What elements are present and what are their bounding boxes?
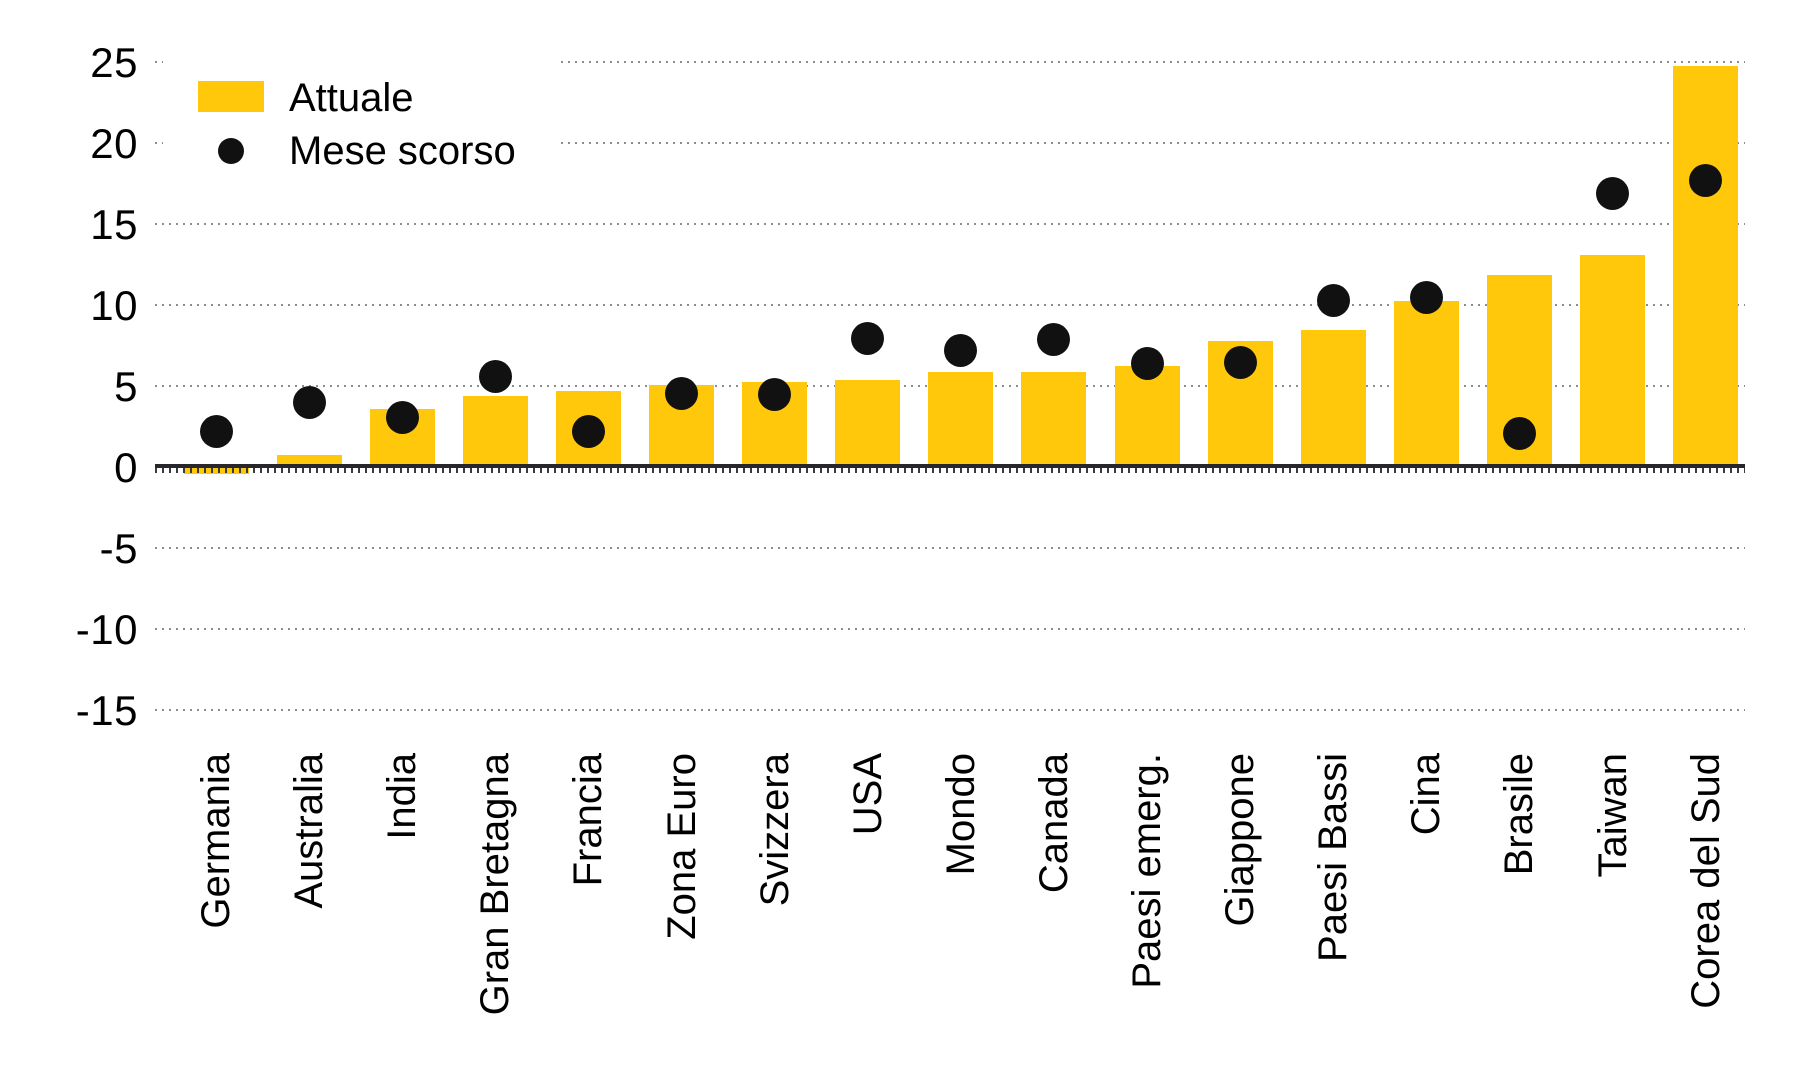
y-tick-label-15: 15: [90, 201, 138, 248]
bar-taiwan: [1580, 255, 1645, 466]
y-tick-label-5: 5: [114, 363, 138, 410]
dot-taiwan: [1596, 177, 1629, 211]
x-label-cina: Cina: [1404, 753, 1449, 836]
bar-gran-bretagna: [462, 396, 528, 466]
legend-swatch-attuale: [198, 81, 264, 112]
bar-corea-del-sud: [1673, 65, 1739, 466]
x-label-francia: Francia: [566, 753, 611, 887]
dot-canada: [1037, 323, 1071, 357]
x-label-corea-del-sud: Corea del Sud: [1683, 753, 1728, 1009]
dot-usa: [851, 321, 885, 355]
dot-brasile: [1502, 417, 1536, 451]
dot-cina: [1409, 281, 1443, 315]
x-label-giappone: Giappone: [1218, 753, 1263, 927]
dot-svizzera: [758, 378, 792, 412]
dot-india: [385, 400, 419, 434]
bar-usa: [835, 380, 901, 466]
y-tick-label--15: -15: [75, 687, 138, 734]
legend-dot-icon: [218, 138, 244, 164]
legend-label-mese-scorso: Mese scorso: [289, 129, 516, 173]
x-label-usa: USA: [845, 753, 890, 836]
dot-zona-euro: [665, 376, 698, 410]
gridline--10: [155, 627, 1745, 630]
x-label-svizzera: Svizzera: [752, 753, 797, 907]
dot-paesi-emerg: [1130, 347, 1164, 381]
bar-paesi-bassi: [1300, 329, 1366, 466]
dot-giappone: [1223, 345, 1257, 379]
gridline--15: [155, 708, 1745, 711]
bar-canada: [1021, 372, 1087, 466]
dot-germania: [199, 415, 233, 449]
x-axis-line: [155, 464, 1745, 468]
x-label-australia: Australia: [287, 753, 332, 909]
gridline--5: [155, 546, 1745, 549]
y-tick-label-0: 0: [114, 444, 138, 491]
bar-paesi-emerg: [1114, 365, 1180, 466]
dot-australia: [292, 386, 326, 420]
x-label-germania: Germania: [194, 753, 238, 929]
bar-australia: [276, 454, 342, 466]
y-tick-label-10: 10: [90, 282, 138, 329]
bar-cina: [1393, 300, 1459, 466]
x-label-taiwan: Taiwan: [1590, 753, 1635, 878]
gridline-10: [155, 303, 1745, 306]
y-tick-label--10: -10: [75, 606, 138, 653]
gridline-20: [155, 141, 1745, 144]
dot-corea-del-sud: [1689, 164, 1723, 198]
x-label-india: India: [380, 753, 425, 840]
dot-francia: [571, 415, 605, 449]
x-label-canada: Canada: [1031, 753, 1076, 894]
x-axis-ticks: [155, 468, 1745, 473]
y-tick-label-20: 20: [90, 120, 138, 167]
gridline-15: [155, 222, 1745, 225]
dot-mondo: [944, 334, 978, 368]
x-label-paesi-emerg: Paesi emerg.: [1125, 753, 1169, 989]
x-label-paesi-bassi: Paesi Bassi: [1311, 753, 1356, 962]
dot-paesi-bassi: [1316, 284, 1350, 318]
y-tick-label--5: -5: [99, 525, 138, 572]
x-label-brasile: Brasile: [1497, 753, 1542, 876]
x-label-mondo: Mondo: [938, 753, 983, 876]
x-label-gran-bretagna: Gran Bretagna: [473, 753, 518, 1016]
dot-gran-bretagna: [478, 360, 512, 394]
legend-label-attuale: Attuale: [289, 76, 414, 120]
gridline-25: [155, 60, 1745, 63]
legend: Attuale Mese scorso: [163, 46, 558, 196]
x-label-zona-euro: Zona Euro: [659, 753, 704, 940]
bar-mondo: [928, 372, 994, 466]
y-tick-label-25: 25: [90, 39, 138, 86]
